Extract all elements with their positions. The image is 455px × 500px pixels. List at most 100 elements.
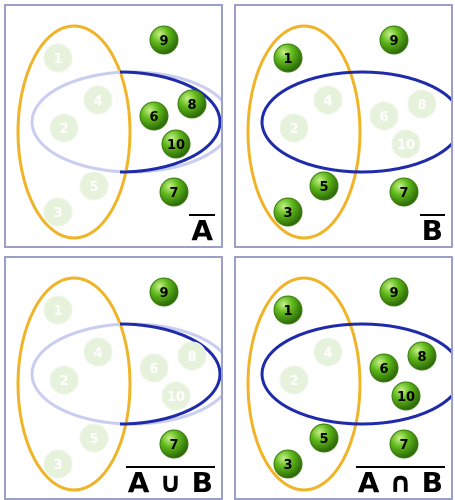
ball-8: 8 <box>407 341 437 371</box>
ball-4-faded: 4 <box>313 337 343 367</box>
svg-text:7: 7 <box>169 186 178 201</box>
svg-text:4: 4 <box>93 346 102 361</box>
ball-3-faded: 3 <box>43 449 73 479</box>
svg-text:1: 1 <box>283 304 292 319</box>
venn-canvas-complement-intersection: 2 4 1 3 5 6 7 8 9 10 <box>246 276 451 492</box>
svg-text:1: 1 <box>283 52 292 67</box>
svg-text:7: 7 <box>399 438 408 453</box>
svg-text:2: 2 <box>289 374 298 389</box>
svg-text:6: 6 <box>379 362 388 377</box>
svg-text:9: 9 <box>159 286 168 301</box>
svg-text:7: 7 <box>399 186 408 201</box>
svg-text:9: 9 <box>389 34 398 49</box>
svg-text:8: 8 <box>417 350 426 365</box>
ball-10: 10 <box>161 129 191 159</box>
svg-text:10: 10 <box>167 138 185 153</box>
ball-2-faded: 2 <box>49 365 79 395</box>
ball-6-faded: 6 <box>139 353 169 383</box>
ball-5-faded: 5 <box>79 423 109 453</box>
ball-7: 7 <box>389 177 419 207</box>
ball-10-faded: 10 <box>161 381 191 411</box>
ball-2-faded: 2 <box>279 113 309 143</box>
svg-text:9: 9 <box>389 286 398 301</box>
ball-5: 5 <box>309 171 339 201</box>
ball-8: 8 <box>177 89 207 119</box>
label-complement-union: A ∪ B <box>125 466 215 499</box>
ball-2-faded: 2 <box>279 365 309 395</box>
svg-text:3: 3 <box>283 458 292 473</box>
svg-text:5: 5 <box>319 180 328 195</box>
svg-text:4: 4 <box>323 346 332 361</box>
svg-text:7: 7 <box>169 438 178 453</box>
svg-text:2: 2 <box>59 122 68 137</box>
ball-6-faded: 6 <box>369 101 399 131</box>
svg-text:5: 5 <box>89 432 98 447</box>
set-b-outline <box>260 70 451 174</box>
set-a-outline <box>16 276 132 492</box>
svg-text:6: 6 <box>379 110 388 125</box>
venn-canvas-complement-a: 1 2 3 4 5 6 8 9 10 7 <box>16 24 221 240</box>
svg-text:2: 2 <box>59 374 68 389</box>
venn-canvas-complement-union: 1 2 3 4 5 6 8 10 9 7 <box>16 276 221 492</box>
svg-text:8: 8 <box>187 98 196 113</box>
ball-7: 7 <box>159 177 189 207</box>
svg-text:6: 6 <box>149 362 158 377</box>
label-complement-b: B <box>419 214 445 247</box>
ball-10: 10 <box>391 381 421 411</box>
panel-complement-union: 1 2 3 4 5 6 8 10 9 7 A ∪ B <box>4 256 223 500</box>
svg-text:3: 3 <box>53 458 62 473</box>
svg-text:1: 1 <box>53 52 62 67</box>
label-complement-intersection: A ∩ B <box>355 466 445 499</box>
svg-text:2: 2 <box>289 122 298 137</box>
ball-4-faded: 4 <box>83 337 113 367</box>
svg-text:10: 10 <box>397 138 415 153</box>
ball-9: 9 <box>149 25 179 55</box>
set-a-outline <box>16 24 132 240</box>
panel-complement-b: 2 4 6 8 10 1 9 3 5 7 B <box>234 4 453 248</box>
ball-3: 3 <box>273 449 303 479</box>
ball-1: 1 <box>273 43 303 73</box>
svg-text:3: 3 <box>283 206 292 221</box>
ball-1-faded: 1 <box>43 43 73 73</box>
svg-text:5: 5 <box>319 432 328 447</box>
ball-9: 9 <box>379 25 409 55</box>
svg-text:8: 8 <box>417 98 426 113</box>
ball-9: 9 <box>149 277 179 307</box>
panel-complement-a: 1 2 3 4 5 6 8 9 10 7 A <box>4 4 223 248</box>
ball-6: 6 <box>139 101 169 131</box>
set-b-outline-right <box>119 70 221 174</box>
ball-3: 3 <box>273 197 303 227</box>
panel-complement-intersection: 2 4 1 3 5 6 7 8 9 10 A ∩ B <box>234 256 453 500</box>
svg-text:4: 4 <box>93 94 102 109</box>
svg-text:4: 4 <box>323 94 332 109</box>
set-a-outline <box>246 24 362 240</box>
ball-4-faded: 4 <box>83 85 113 115</box>
ball-8-faded: 8 <box>407 89 437 119</box>
svg-text:9: 9 <box>159 34 168 49</box>
svg-text:10: 10 <box>397 390 415 405</box>
ball-7: 7 <box>159 429 189 459</box>
ball-6: 6 <box>369 353 399 383</box>
set-a-outline <box>246 276 362 492</box>
ball-5-faded: 5 <box>79 171 109 201</box>
ball-3-faded: 3 <box>43 197 73 227</box>
svg-text:5: 5 <box>89 180 98 195</box>
ball-7: 7 <box>389 429 419 459</box>
ball-5: 5 <box>309 423 339 453</box>
svg-text:8: 8 <box>187 350 196 365</box>
venn-canvas-complement-b: 2 4 6 8 10 1 9 3 5 7 <box>246 24 451 240</box>
ball-4-faded: 4 <box>313 85 343 115</box>
svg-text:10: 10 <box>167 390 185 405</box>
set-b-outline-right <box>119 322 221 426</box>
ball-9: 9 <box>379 277 409 307</box>
ball-1-faded: 1 <box>43 295 73 325</box>
label-complement-a: A <box>189 214 215 247</box>
ball-10-faded: 10 <box>391 129 421 159</box>
ball-8-faded: 8 <box>177 341 207 371</box>
svg-text:3: 3 <box>53 206 62 221</box>
ball-2-faded: 2 <box>49 113 79 143</box>
ball-1: 1 <box>273 295 303 325</box>
set-b-outline <box>260 322 451 426</box>
svg-text:6: 6 <box>149 110 158 125</box>
